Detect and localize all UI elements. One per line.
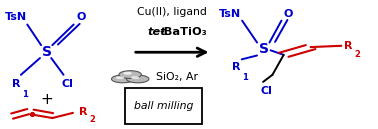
Text: SiO₂, Ar: SiO₂, Ar <box>156 72 198 82</box>
Text: ball milling: ball milling <box>134 101 194 111</box>
Circle shape <box>112 75 134 83</box>
Text: S: S <box>42 45 52 59</box>
Text: 1: 1 <box>243 73 248 82</box>
Text: O: O <box>77 12 86 22</box>
Text: S: S <box>259 42 269 56</box>
Circle shape <box>119 71 141 78</box>
Text: -BaTiO₃: -BaTiO₃ <box>159 27 207 37</box>
Text: R: R <box>232 62 240 72</box>
Circle shape <box>123 72 132 75</box>
Circle shape <box>116 76 124 79</box>
Text: TsN: TsN <box>219 9 242 19</box>
Text: R: R <box>79 107 87 117</box>
Text: O: O <box>284 9 293 19</box>
Text: Cl: Cl <box>260 86 272 96</box>
Text: R: R <box>12 79 20 89</box>
Circle shape <box>127 75 149 83</box>
Text: +: + <box>40 92 53 107</box>
Bar <box>125 88 202 124</box>
Text: Cu(II), ligand: Cu(II), ligand <box>137 7 207 17</box>
Text: 1: 1 <box>22 90 28 99</box>
Text: 2: 2 <box>89 115 95 124</box>
Text: Cl: Cl <box>62 79 74 89</box>
Text: 2: 2 <box>355 50 360 59</box>
Text: TsN: TsN <box>5 12 27 22</box>
Text: tet: tet <box>148 27 167 37</box>
Circle shape <box>131 76 139 79</box>
Text: R: R <box>344 41 353 51</box>
